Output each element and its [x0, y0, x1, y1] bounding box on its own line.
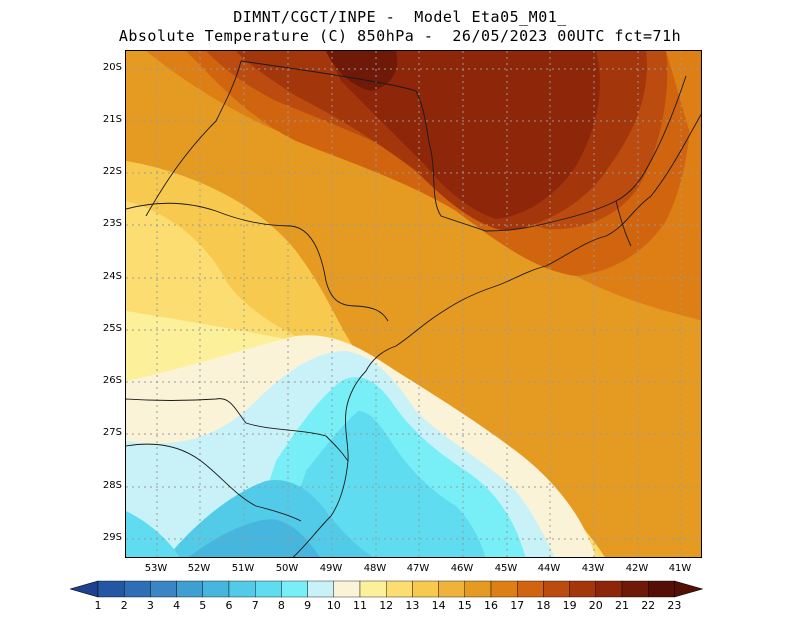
colorbar-label: 8 — [277, 599, 285, 612]
border-rj — [615, 200, 632, 247]
colorbar-cell — [333, 580, 361, 598]
colorbar-cell — [648, 580, 675, 598]
colorbar — [70, 580, 704, 598]
border-sp-mg — [240, 60, 687, 232]
map-title-line-2: Absolute Temperature (C) 850hPa - 26/05/… — [118, 27, 682, 45]
lat-label-27s: 27S — [102, 427, 122, 438]
temperature-field — [126, 51, 701, 557]
lat-label-28s: 28S — [102, 480, 122, 491]
colorbar-cell — [228, 580, 256, 598]
colorbar-label: 18 — [536, 599, 551, 612]
colorbar-cell — [150, 580, 177, 598]
lon-label-41w: 41W — [668, 563, 692, 574]
lat-label-21s: 21S — [102, 114, 122, 125]
colorbar-cell — [281, 580, 308, 598]
colorbar-cell — [438, 580, 466, 598]
colorbar-label: 16 — [484, 599, 498, 612]
colorbar-label: 4 — [173, 599, 181, 612]
colorbar-cell — [254, 580, 282, 598]
lat-label-26s: 26S — [102, 375, 122, 386]
colorbar-cell — [359, 580, 387, 598]
colorbar-label: 13 — [405, 599, 420, 612]
lon-label-43w: 43W — [581, 563, 605, 574]
colorbar-label: 20 — [588, 599, 603, 612]
lon-label-44w: 44W — [537, 563, 561, 574]
lon-label-52w: 52W — [187, 563, 211, 574]
lon-label-46w: 46W — [450, 563, 474, 574]
coastline-and-borders — [126, 60, 701, 557]
lat-label-22s: 22S — [102, 166, 122, 177]
colorbar-cell — [124, 580, 151, 598]
colorbar-label: 14 — [431, 599, 446, 612]
colorbar-label: 12 — [379, 599, 394, 612]
lat-label-24s: 24S — [102, 271, 122, 282]
lat-label-25s: 25S — [102, 323, 122, 334]
lon-label-42w: 42W — [625, 563, 649, 574]
band-8-west — [126, 511, 180, 557]
lat-label-29s: 29S — [102, 532, 122, 543]
colorbar-label: 5 — [199, 599, 207, 612]
colorbar-cell — [464, 580, 492, 598]
lon-label-49w: 49W — [319, 563, 343, 574]
colorbar-label: 9 — [304, 599, 312, 612]
lon-label-45w: 45W — [494, 563, 518, 574]
colorbar-label: 10 — [326, 599, 341, 612]
colorbar-arrow-left — [70, 580, 99, 598]
colorbar-label: 6 — [225, 599, 233, 612]
colorbar-cell — [202, 580, 230, 598]
colorbar-label: 23 — [667, 599, 682, 612]
lon-label-47w: 47W — [406, 563, 430, 574]
colorbar-arrow-right — [674, 580, 704, 598]
colorbar-label: 19 — [562, 599, 577, 612]
lat-label-20s: 20S — [102, 62, 122, 73]
coastline — [292, 113, 701, 557]
colorbar-label: 1 — [94, 599, 102, 612]
colorbar-cell — [307, 580, 335, 598]
colorbar-cell — [621, 580, 649, 598]
temperature-map — [125, 50, 702, 558]
border-ms-sp — [145, 60, 242, 217]
map-title-line-1: DIMNT/CGCT/INPE - Model Eta05_M01_ — [233, 8, 567, 26]
lon-label-48w: 48W — [363, 563, 387, 574]
colorbar-label: 21 — [615, 599, 629, 612]
colorbar-label: 17 — [510, 599, 525, 612]
colorbar-cell — [412, 580, 439, 598]
band-6 — [188, 519, 320, 557]
colorbar-label: 15 — [457, 599, 472, 612]
colorbar-label: 3 — [146, 599, 154, 612]
border-sp-pr — [126, 202, 389, 322]
colorbar-cell — [490, 580, 518, 598]
colorbar-cell — [543, 580, 570, 598]
border-sc-rs — [126, 443, 302, 522]
lat-label-23s: 23S — [102, 218, 122, 229]
lon-label-51w: 51W — [231, 563, 255, 574]
colorbar-label: 2 — [120, 599, 128, 612]
colorbar-cell — [595, 580, 623, 598]
colorbar-label: 11 — [353, 599, 367, 612]
band-17-east — [666, 51, 701, 166]
colorbar-cell — [569, 580, 597, 598]
colorbar-cell — [97, 580, 125, 598]
lat-lon-grid — [126, 51, 701, 557]
band-22 — [326, 51, 398, 91]
lon-label-53w: 53W — [144, 563, 168, 574]
colorbar-cell — [176, 580, 203, 598]
colorbar-cell — [517, 580, 544, 598]
lon-label-50w: 50W — [275, 563, 299, 574]
colorbar-cell — [386, 580, 413, 598]
colorbar-label: 7 — [251, 599, 259, 612]
border-pr-sc — [126, 398, 349, 462]
colorbar-label: 22 — [641, 599, 656, 612]
